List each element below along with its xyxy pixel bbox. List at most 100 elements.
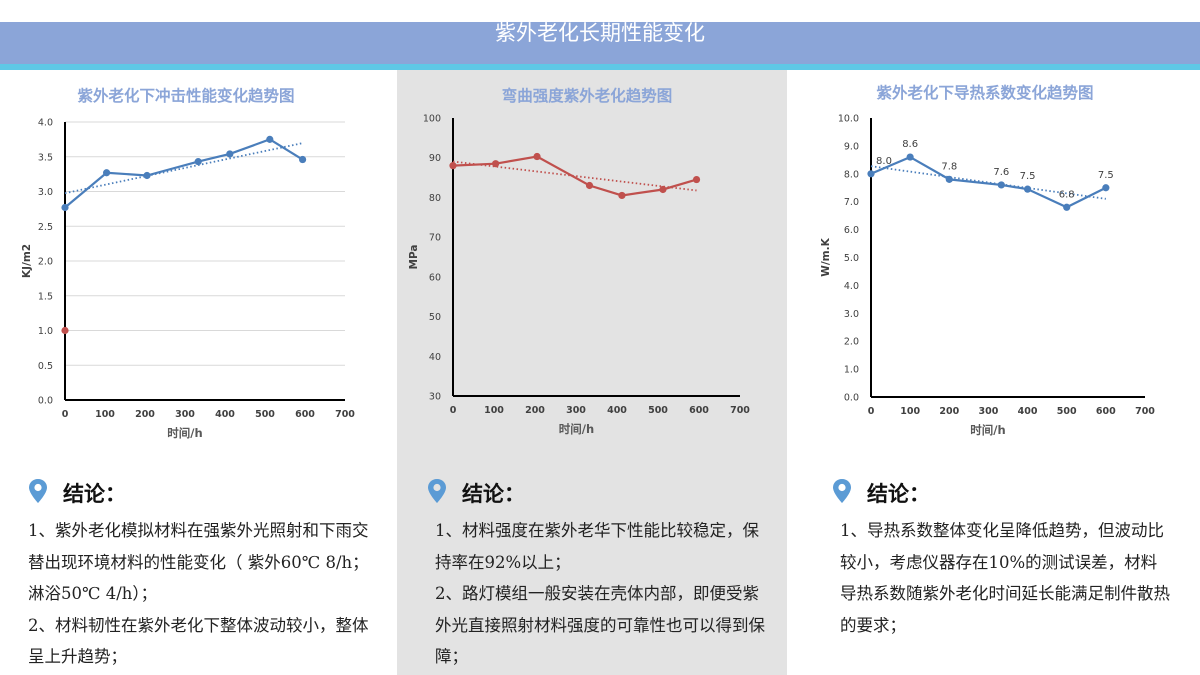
x-tick-label: 0 <box>868 406 875 417</box>
data-point <box>659 185 667 194</box>
conclusion-paragraph: 1、紫外老化模拟材料在强紫外光照射和下雨交替出现环境材料的性能变化（ 紫外60℃… <box>28 521 369 603</box>
x-axis-label: 时间/h <box>167 426 202 440</box>
x-tick-label: 300 <box>175 409 195 420</box>
data-point <box>585 181 594 190</box>
x-tick-label: 300 <box>566 405 586 416</box>
location-pin-icon <box>833 479 851 503</box>
y-tick-label: 100 <box>423 114 441 125</box>
thermal-chart: 紫外老化下导热系数变化趋势图 0.0 1.0 2.0 3.0 4.0 5.0 6.0 7.0 8.… <box>820 83 1155 437</box>
y-tick-label: 0.0 <box>38 396 53 407</box>
conclusion-paragraph: 2、路灯模组一般安装在壳体内部，即便受紫外光直接照射材料强度的可靠性也可以得到保… <box>435 584 765 666</box>
data-point <box>1023 185 1032 193</box>
y-tick-label: 1.0 <box>844 365 859 376</box>
x-tick-label: 400 <box>215 409 235 420</box>
x-tick-label: 600 <box>689 405 709 416</box>
y-tick-label: 60 <box>429 272 441 283</box>
y-tick-label: 3.0 <box>38 187 53 198</box>
y-axis-label: MPa <box>408 245 420 270</box>
y-axis-label: W/m.K <box>820 237 832 276</box>
conclusion-text: 1、紫外老化模拟材料在强紫外光照射和下雨交替出现环境材料的性能变化（ 紫外60℃… <box>28 515 378 673</box>
x-tick-label: 0 <box>62 409 69 420</box>
y-tick-label: 5.0 <box>844 253 859 264</box>
chart-title: 紫外老化下冲击性能变化趋势图 <box>77 86 294 105</box>
data-point <box>61 326 69 335</box>
data-point <box>266 135 274 143</box>
conclusion-title: 结论： <box>867 482 930 506</box>
x-tick-label: 200 <box>939 406 959 417</box>
x-tick-label: 100 <box>900 406 920 417</box>
conclusion-text: 1、导热系数整体变化呈降低趋势，但波动比较小，考虑仪器存在10%的测试误差，材料… <box>840 515 1170 641</box>
y-tick-label: 50 <box>429 312 441 323</box>
location-pin-icon <box>428 479 446 503</box>
data-point <box>1063 203 1071 211</box>
y-tick-label: 0.0 <box>844 393 859 404</box>
y-tick-label: 6.0 <box>844 225 859 236</box>
conclusion-paragraph: 2、材料韧性在紫外老化下整体波动较小，整体呈上升趋势； <box>28 615 369 667</box>
y-tick-label: 2.5 <box>38 222 53 233</box>
x-tick-label: 600 <box>295 409 315 420</box>
data-label: 7.8 <box>941 161 957 172</box>
x-tick-label: 100 <box>484 405 504 416</box>
data-point <box>143 171 151 180</box>
data-point <box>867 170 875 178</box>
y-tick-label: 4.0 <box>38 118 53 129</box>
y-tick-label: 1.0 <box>38 326 53 337</box>
x-tick-label: 700 <box>1135 406 1155 417</box>
data-point <box>194 158 202 166</box>
x-tick-label: 400 <box>1018 406 1038 417</box>
data-point <box>945 175 953 183</box>
data-label: 7.6 <box>993 167 1009 178</box>
conclusion-paragraph: 1、材料强度在紫外老华下性能比较稳定，保持率在92%以上； <box>435 521 759 572</box>
x-tick-label: 0 <box>450 405 457 416</box>
data-point <box>533 152 541 161</box>
page-title: 紫外老化长期性能变化 <box>495 21 705 45</box>
x-tick-label: 200 <box>525 405 545 416</box>
x-tick-label: 500 <box>648 405 668 416</box>
x-tick-label: 600 <box>1096 406 1116 417</box>
data-point <box>1102 184 1110 192</box>
data-label: 7.5 <box>1098 170 1114 181</box>
y-tick-label: 80 <box>429 193 441 204</box>
y-tick-label: 90 <box>429 153 441 164</box>
x-axis-label: 时间/h <box>559 422 594 436</box>
flexural-panel: 弯曲强度紫外老化趋势图 30 40 50 60 70 80 90 100 0 100 200 300 40… <box>397 70 787 675</box>
impact-chart: 紫外老化下冲击性能变化趋势图 0.0 0.5 1.0 1.5 2.0 2.5 3.0 3.5 4.… <box>21 86 355 440</box>
data-label: 8.0 <box>876 156 892 167</box>
data-label: 7.5 <box>1020 171 1036 182</box>
chart-title: 弯曲强度紫外老化趋势图 <box>502 86 673 105</box>
data-point <box>226 150 234 158</box>
location-pin-icon <box>29 479 47 503</box>
impact-panel: 紫外老化下冲击性能变化趋势图 0.0 0.5 1.0 1.5 2.0 2.5 3.0 3.5 4.… <box>0 70 397 675</box>
y-tick-label: 9.0 <box>844 141 859 152</box>
data-point <box>492 160 500 168</box>
y-tick-label: 1.5 <box>38 291 53 302</box>
y-tick-label: 40 <box>429 352 441 363</box>
header-bar <box>0 22 1200 64</box>
data-point <box>103 169 111 177</box>
x-tick-label: 700 <box>335 409 355 420</box>
y-tick-label: 3.5 <box>38 152 53 163</box>
conclusion-title: 结论： <box>462 482 525 506</box>
data-label: 6.8 <box>1059 189 1075 200</box>
data-point <box>299 155 307 164</box>
data-point <box>618 191 626 200</box>
trendline <box>452 160 697 192</box>
data-point <box>692 175 701 184</box>
data-point <box>61 203 69 212</box>
y-tick-label: 0.5 <box>38 361 53 372</box>
x-tick-label: 500 <box>255 409 275 420</box>
thermal-panel: 紫外老化下导热系数变化趋势图 0.0 1.0 2.0 3.0 4.0 5.0 6.0 7.0 8.… <box>787 70 1200 675</box>
conclusion-title: 结论： <box>63 482 126 506</box>
y-tick-label: 2.0 <box>38 257 53 268</box>
chart-title: 紫外老化下导热系数变化趋势图 <box>876 83 1093 102</box>
x-tick-label: 200 <box>135 409 155 420</box>
data-point <box>997 181 1005 189</box>
y-tick-label: 8.0 <box>844 169 859 180</box>
y-tick-label: 4.0 <box>844 281 859 292</box>
y-tick-label: 2.0 <box>844 337 859 348</box>
y-tick-label: 30 <box>429 392 441 403</box>
data-point <box>449 162 457 170</box>
conclusion-paragraph: 1、导热系数整体变化呈降低趋势，但波动比较小，考虑仪器存在10%的测试误差，材料… <box>840 521 1170 635</box>
y-axis-label: KJ/m2 <box>21 244 33 278</box>
data-label: 8.6 <box>902 139 918 150</box>
